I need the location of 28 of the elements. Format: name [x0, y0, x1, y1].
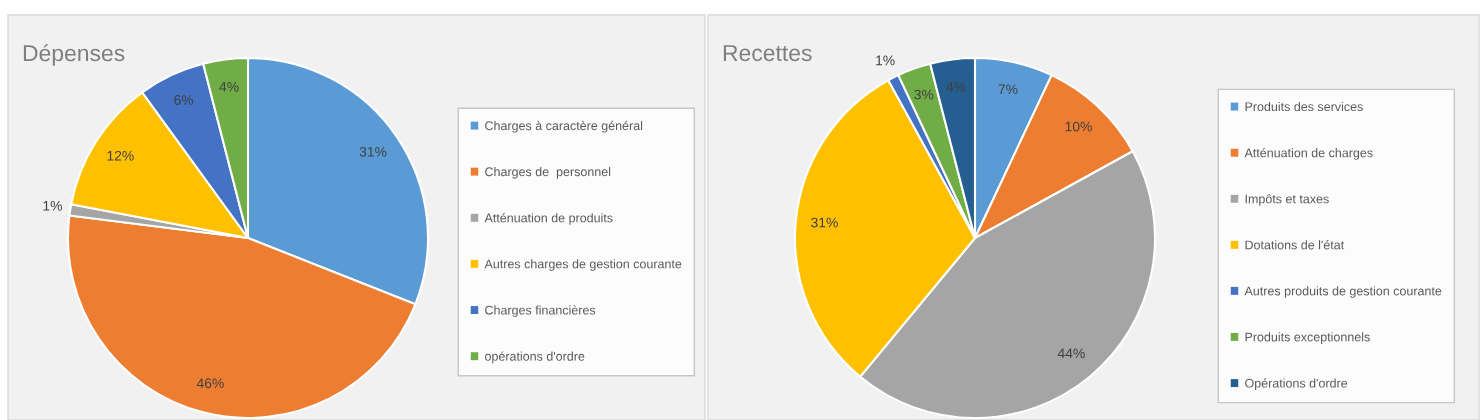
- legend-label: Impôts et taxes: [1245, 194, 1329, 206]
- data-label: 4%: [219, 81, 239, 92]
- data-label: 3%: [914, 89, 934, 100]
- data-label: 4%: [946, 81, 966, 92]
- data-label: 1%: [43, 200, 62, 211]
- data-label: 7%: [998, 84, 1018, 95]
- legend-label: Charges financières: [485, 305, 596, 318]
- legend-label: Produits des services: [1245, 101, 1363, 112]
- data-label: 31%: [811, 217, 838, 228]
- legend-label: Charges de personnel: [485, 166, 611, 179]
- data-label: 44%: [1057, 348, 1085, 359]
- legend-label: Atténuation de produits: [484, 213, 613, 225]
- legend-label: Opérations d'ordre: [1245, 378, 1348, 391]
- chart-title: Dépenses: [23, 44, 125, 66]
- chart-title: Recettes: [723, 45, 812, 62]
- data-label: 12%: [107, 150, 134, 161]
- legend-label: opérations d'ordre: [485, 351, 585, 364]
- legend-label: Autres charges de gestion courante: [484, 259, 682, 271]
- data-label: 31%: [359, 146, 387, 157]
- legend-label: Atténuation de charges: [1244, 147, 1373, 160]
- legend-label: Autres produits de gestion courante: [1244, 286, 1442, 298]
- legend-label: Charges à caractère général: [485, 120, 643, 133]
- data-label: 46%: [196, 378, 224, 389]
- data-label: 6%: [174, 95, 194, 105]
- legend-label: Dotations de l'état: [1245, 240, 1345, 250]
- data-label: 10%: [1065, 121, 1092, 132]
- legend-label: Produits exceptionnels: [1245, 332, 1370, 344]
- data-label: 1%: [876, 55, 895, 66]
